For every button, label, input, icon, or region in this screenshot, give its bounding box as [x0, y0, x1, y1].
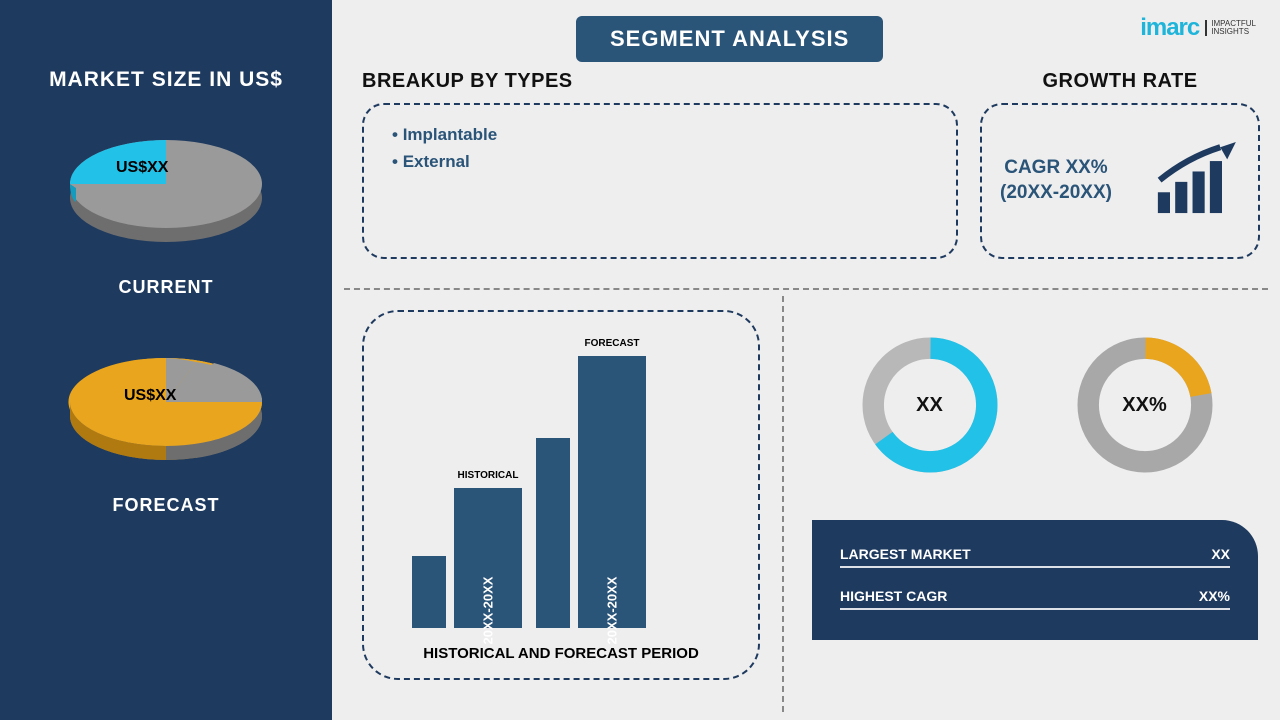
underline: [840, 608, 1230, 610]
growth-chart-icon: [1152, 142, 1240, 220]
hist-caption: HISTORICAL AND FORECAST PERIOD: [364, 645, 758, 662]
main-area: imarc IMPACTFUL INSIGHTS SEGMENT ANALYSI…: [332, 0, 1280, 720]
breakup-box: Implantable External: [362, 103, 958, 259]
underline: [840, 566, 1230, 568]
pie-forecast-value: US$XX: [124, 387, 177, 404]
pie-current-value: US$XX: [116, 159, 169, 176]
info-card: LARGEST MARKET XX HIGHEST CAGR XX%: [812, 520, 1258, 640]
horizontal-divider: [344, 288, 1268, 290]
bar-forecast-wide: FORECAST 20XX-20XX: [578, 356, 646, 628]
bar-period-historical: 20XX-20XX: [481, 577, 496, 645]
growth-box: CAGR XX% (20XX-20XX): [980, 103, 1260, 259]
logo: imarc IMPACTFUL INSIGHTS: [1140, 14, 1256, 42]
info-value: XX%: [1199, 588, 1230, 604]
donut-xxpct: XX%: [1070, 330, 1220, 480]
info-value: XX: [1211, 546, 1230, 562]
vertical-divider: [782, 296, 784, 712]
historical-forecast-section: HISTORICAL 20XX-20XX FORECAST 20XX-20XX …: [362, 310, 760, 680]
pie-forecast: US$XX FORECAST: [20, 338, 312, 516]
bar-group-forecast: FORECAST 20XX-20XX: [536, 356, 646, 628]
bar-period-forecast: 20XX-20XX: [605, 577, 620, 645]
bar-label-forecast: FORECAST: [585, 338, 640, 349]
bar-group-historical: HISTORICAL 20XX-20XX: [412, 488, 522, 628]
sidebar-title: MARKET SIZE IN US$: [20, 68, 312, 92]
bar-historical-thin: [412, 556, 446, 628]
breakup-title: BREAKUP BY TYPES: [362, 70, 958, 93]
bar-chart: HISTORICAL 20XX-20XX FORECAST 20XX-20XX: [412, 338, 712, 628]
info-row-largest: LARGEST MARKET XX: [840, 546, 1230, 568]
bar-label-historical: HISTORICAL: [458, 470, 519, 481]
bar-historical-wide: HISTORICAL 20XX-20XX: [454, 488, 522, 628]
bar-forecast-thin: [536, 438, 570, 628]
info-row-cagr: HIGHEST CAGR XX%: [840, 588, 1230, 610]
donut-center-2: XX%: [1070, 330, 1220, 480]
pie-forecast-svg: US$XX: [46, 338, 286, 478]
donut-xx: XX: [855, 330, 1005, 480]
logo-brand: imarc: [1140, 14, 1199, 42]
growth-text: CAGR XX% (20XX-20XX): [1000, 156, 1112, 205]
breakup-section: BREAKUP BY TYPES Implantable External: [362, 70, 958, 259]
growth-section: GROWTH RATE CAGR XX% (20XX-20XX): [980, 70, 1260, 259]
pie-current: US$XX CURRENT: [20, 120, 312, 298]
pie-current-svg: US$XX: [46, 120, 286, 260]
donut-row: XX XX%: [822, 330, 1252, 480]
growth-title: GROWTH RATE: [980, 70, 1260, 93]
info-label: LARGEST MARKET: [840, 546, 971, 562]
donut-center-1: XX: [855, 330, 1005, 480]
hist-box: HISTORICAL 20XX-20XX FORECAST 20XX-20XX …: [362, 310, 760, 680]
pie-current-caption: CURRENT: [20, 277, 312, 298]
sidebar-market-size: MARKET SIZE IN US$ US$XX CURRENT: [0, 0, 332, 720]
breakup-item: Implantable: [392, 121, 928, 148]
info-label: HIGHEST CAGR: [840, 588, 947, 604]
logo-tagline: IMPACTFUL INSIGHTS: [1205, 20, 1256, 36]
page-title: SEGMENT ANALYSIS: [576, 16, 883, 62]
pie-forecast-caption: FORECAST: [20, 495, 312, 516]
breakup-item: External: [392, 148, 928, 175]
